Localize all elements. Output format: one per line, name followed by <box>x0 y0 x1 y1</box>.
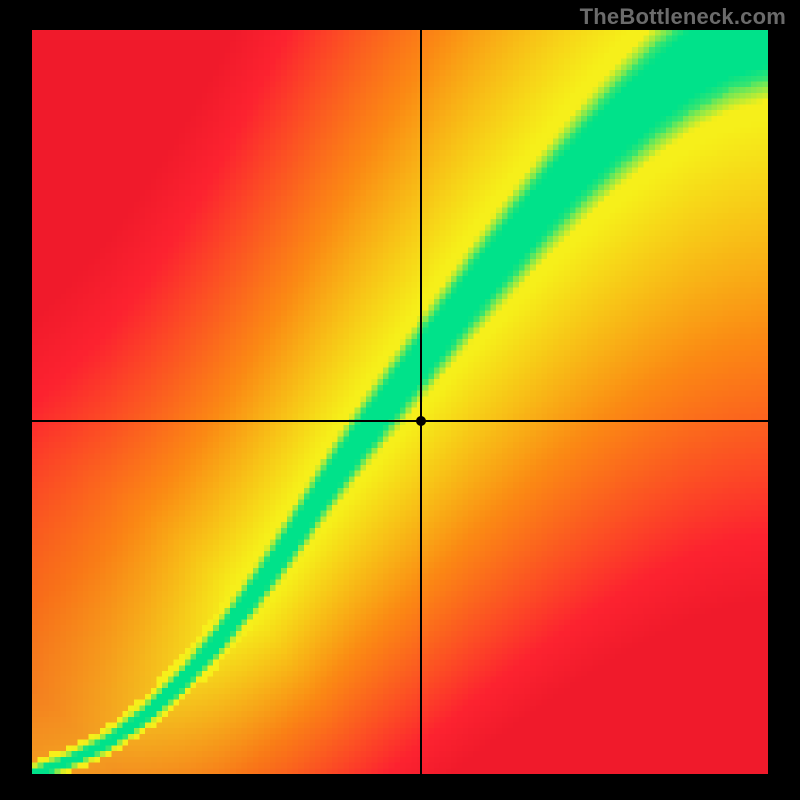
crosshair-horizontal <box>32 420 768 422</box>
watermark-text: TheBottleneck.com <box>580 4 786 30</box>
crosshair-dot <box>416 416 426 426</box>
heatmap-plot <box>32 30 768 774</box>
heatmap-canvas <box>32 30 768 774</box>
crosshair-vertical <box>420 30 422 774</box>
